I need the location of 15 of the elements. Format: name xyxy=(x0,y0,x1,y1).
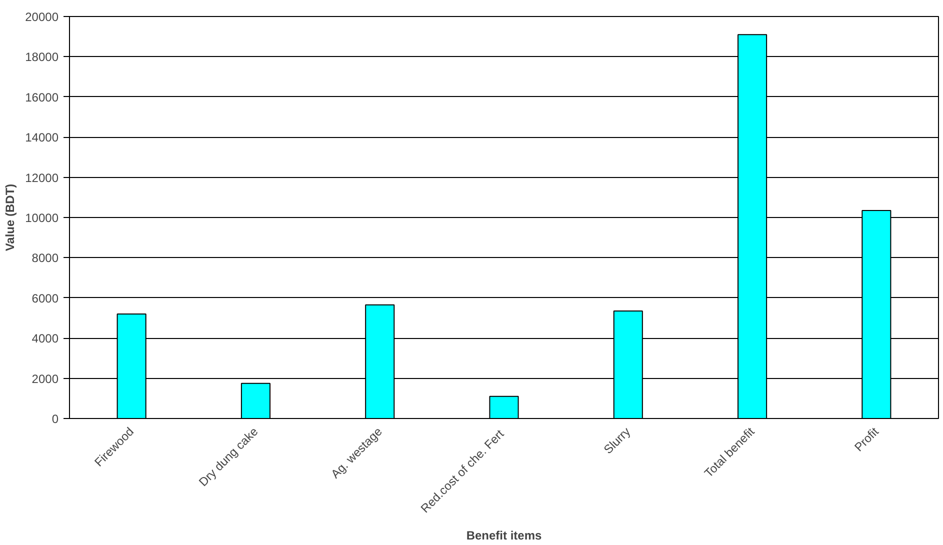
y-tick-label: 20000 xyxy=(25,10,59,24)
y-tick-label: 0 xyxy=(52,412,59,426)
y-tick-label: 16000 xyxy=(25,90,59,104)
y-tick-label: 8000 xyxy=(32,251,59,266)
y-tick-label: 6000 xyxy=(32,291,59,306)
x-axis-title: Benefit items xyxy=(466,528,542,543)
y-axis-title: Value (BDT) xyxy=(3,184,18,252)
y-tick-label: 12000 xyxy=(25,170,59,185)
y-tick-label: 10000 xyxy=(25,211,59,225)
bar xyxy=(489,396,519,418)
y-tick-label: 2000 xyxy=(32,372,59,386)
y-tick-label: 4000 xyxy=(32,332,59,346)
y-tick-label: 18000 xyxy=(25,50,59,64)
bar xyxy=(240,382,270,418)
y-tick-label: 14000 xyxy=(25,130,59,145)
